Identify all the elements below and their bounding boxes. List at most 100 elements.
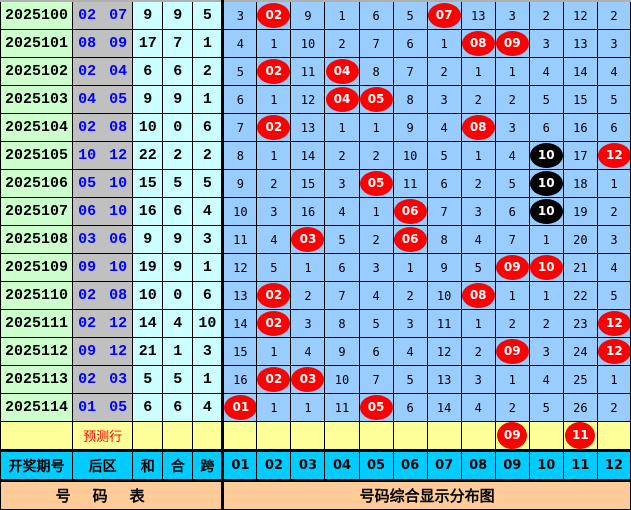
table-row: 2025108 03 06 9 9 3 11 4 03 5 2 06 8 4 7 1 20 3 bbox=[0, 225, 631, 254]
miss-count: 3 bbox=[542, 36, 550, 51]
miss-count: 13 bbox=[573, 36, 588, 51]
miss-count: 1 bbox=[406, 260, 414, 275]
distribution-cell: 1 bbox=[460, 309, 496, 338]
he-value: 2 bbox=[162, 141, 194, 170]
distribution-cell: 1 bbox=[256, 29, 292, 58]
prediction-cell bbox=[460, 421, 496, 451]
hit-ball: 05 bbox=[360, 171, 393, 196]
distribution-cell: 8 bbox=[358, 57, 394, 86]
issue-number: 2025107 bbox=[0, 197, 74, 226]
miss-count: 14 bbox=[573, 64, 588, 79]
miss-count: 2 bbox=[406, 288, 414, 303]
footer-distribution-title: 号码综合显示分布图 bbox=[222, 479, 631, 510]
hit-ball: 10 bbox=[530, 143, 563, 168]
miss-count: 11 bbox=[334, 400, 350, 415]
he-value: 9 bbox=[162, 225, 194, 254]
miss-count: 2 bbox=[270, 176, 278, 191]
miss-count: 4 bbox=[542, 64, 550, 79]
miss-count: 6 bbox=[338, 260, 346, 275]
miss-count: 13 bbox=[233, 288, 248, 303]
sum-value: 10 bbox=[132, 113, 164, 142]
hit-ball: 02 bbox=[257, 283, 290, 308]
miss-count: 1 bbox=[372, 120, 380, 135]
miss-count: 3 bbox=[440, 92, 448, 107]
miss-count: 11 bbox=[300, 64, 316, 79]
distribution-cell: 15 bbox=[562, 85, 598, 114]
distribution-cell: 1 bbox=[392, 253, 428, 282]
distribution-cell: 1 bbox=[358, 197, 394, 226]
miss-count: 15 bbox=[573, 92, 588, 107]
table-row: 2025112 09 12 21 1 3 15 1 4 9 6 4 12 2 09 3 24 12 bbox=[0, 337, 631, 366]
miss-count: 2 bbox=[610, 400, 618, 415]
miss-count: 6 bbox=[508, 204, 516, 219]
distribution-cell: 9 bbox=[324, 337, 360, 366]
miss-count: 15 bbox=[300, 176, 316, 191]
miss-count: 3 bbox=[270, 204, 278, 219]
hit-ball: 01 bbox=[224, 395, 256, 420]
miss-count: 2 bbox=[338, 148, 346, 163]
prediction-empty bbox=[192, 421, 225, 451]
hit-ball: 06 bbox=[394, 199, 427, 224]
back-zone-numbers: 02 04 bbox=[72, 57, 134, 86]
prediction-cell bbox=[324, 421, 360, 451]
miss-count: 5 bbox=[236, 64, 244, 79]
distribution-cell: 04 bbox=[324, 85, 360, 114]
distribution-cell: 5 bbox=[494, 169, 530, 198]
distribution-cell: 4 bbox=[528, 57, 564, 86]
distribution-cell: 3 bbox=[290, 309, 326, 338]
miss-count: 4 bbox=[440, 120, 448, 135]
distribution-cell: 7 bbox=[222, 113, 258, 142]
miss-count: 12 bbox=[436, 344, 452, 359]
miss-count: 17 bbox=[573, 148, 588, 163]
header-back-zone: 后区 bbox=[72, 449, 134, 481]
distribution-cell: 16 bbox=[290, 197, 326, 226]
sum-value: 5 bbox=[132, 365, 164, 394]
miss-count: 1 bbox=[474, 64, 482, 79]
miss-count: 6 bbox=[440, 176, 448, 191]
distribution-cell: 24 bbox=[562, 337, 598, 366]
distribution-cell: 10 bbox=[290, 29, 326, 58]
column-header-row: 开奖期号 后区和合跨 01 02 03 04 05 06 07 08 09 10 11 12 bbox=[0, 449, 631, 481]
miss-count: 6 bbox=[610, 120, 618, 135]
hit-ball: 06 bbox=[394, 227, 427, 252]
distribution-cell: 4 bbox=[324, 197, 360, 226]
miss-count: 9 bbox=[406, 120, 414, 135]
span-value: 2 bbox=[192, 57, 225, 86]
distribution-cell: 12 bbox=[596, 337, 631, 366]
sum-value: 15 bbox=[132, 169, 164, 198]
distribution-cell: 3 bbox=[460, 197, 496, 226]
table-row: 2025107 06 10 16 6 4 10 3 16 4 1 06 7 3 6 10 19 2 bbox=[0, 197, 631, 226]
distribution-cell: 12 bbox=[596, 141, 631, 170]
prediction-empty bbox=[132, 421, 164, 451]
distribution-cell: 2 bbox=[528, 309, 564, 338]
distribution-cell: 14 bbox=[222, 309, 258, 338]
prediction-row: 预测行 09 11 bbox=[0, 421, 631, 451]
miss-count: 2 bbox=[338, 36, 346, 51]
miss-count: 5 bbox=[474, 260, 482, 275]
miss-count: 1 bbox=[440, 36, 448, 51]
distribution-cell: 20 bbox=[562, 225, 598, 254]
miss-count: 2 bbox=[542, 8, 550, 23]
miss-count: 4 bbox=[610, 64, 618, 79]
miss-count: 3 bbox=[508, 120, 516, 135]
prediction-cell bbox=[358, 421, 394, 451]
span-value: 3 bbox=[192, 337, 225, 366]
hit-ball: 05 bbox=[360, 395, 393, 420]
distribution-cell: 2 bbox=[392, 281, 428, 310]
distribution-cell: 02 bbox=[256, 365, 292, 394]
prediction-cell bbox=[392, 421, 428, 451]
distribution-cell: 7 bbox=[392, 57, 428, 86]
distribution-cell: 6 bbox=[426, 169, 462, 198]
hit-ball: 12 bbox=[598, 143, 630, 168]
miss-count: 6 bbox=[372, 8, 380, 23]
distribution-cell: 25 bbox=[562, 365, 598, 394]
distribution-cell: 1 bbox=[256, 393, 292, 422]
hit-ball: 04 bbox=[325, 59, 359, 84]
miss-count: 18 bbox=[573, 176, 588, 191]
sum-value: 9 bbox=[132, 0, 164, 30]
miss-count: 7 bbox=[372, 36, 380, 51]
distribution-cell: 8 bbox=[324, 309, 360, 338]
back-zone-numbers: 03 06 bbox=[72, 225, 134, 254]
back-zone-numbers: 10 12 bbox=[72, 141, 134, 170]
distribution-cell: 06 bbox=[392, 197, 428, 226]
